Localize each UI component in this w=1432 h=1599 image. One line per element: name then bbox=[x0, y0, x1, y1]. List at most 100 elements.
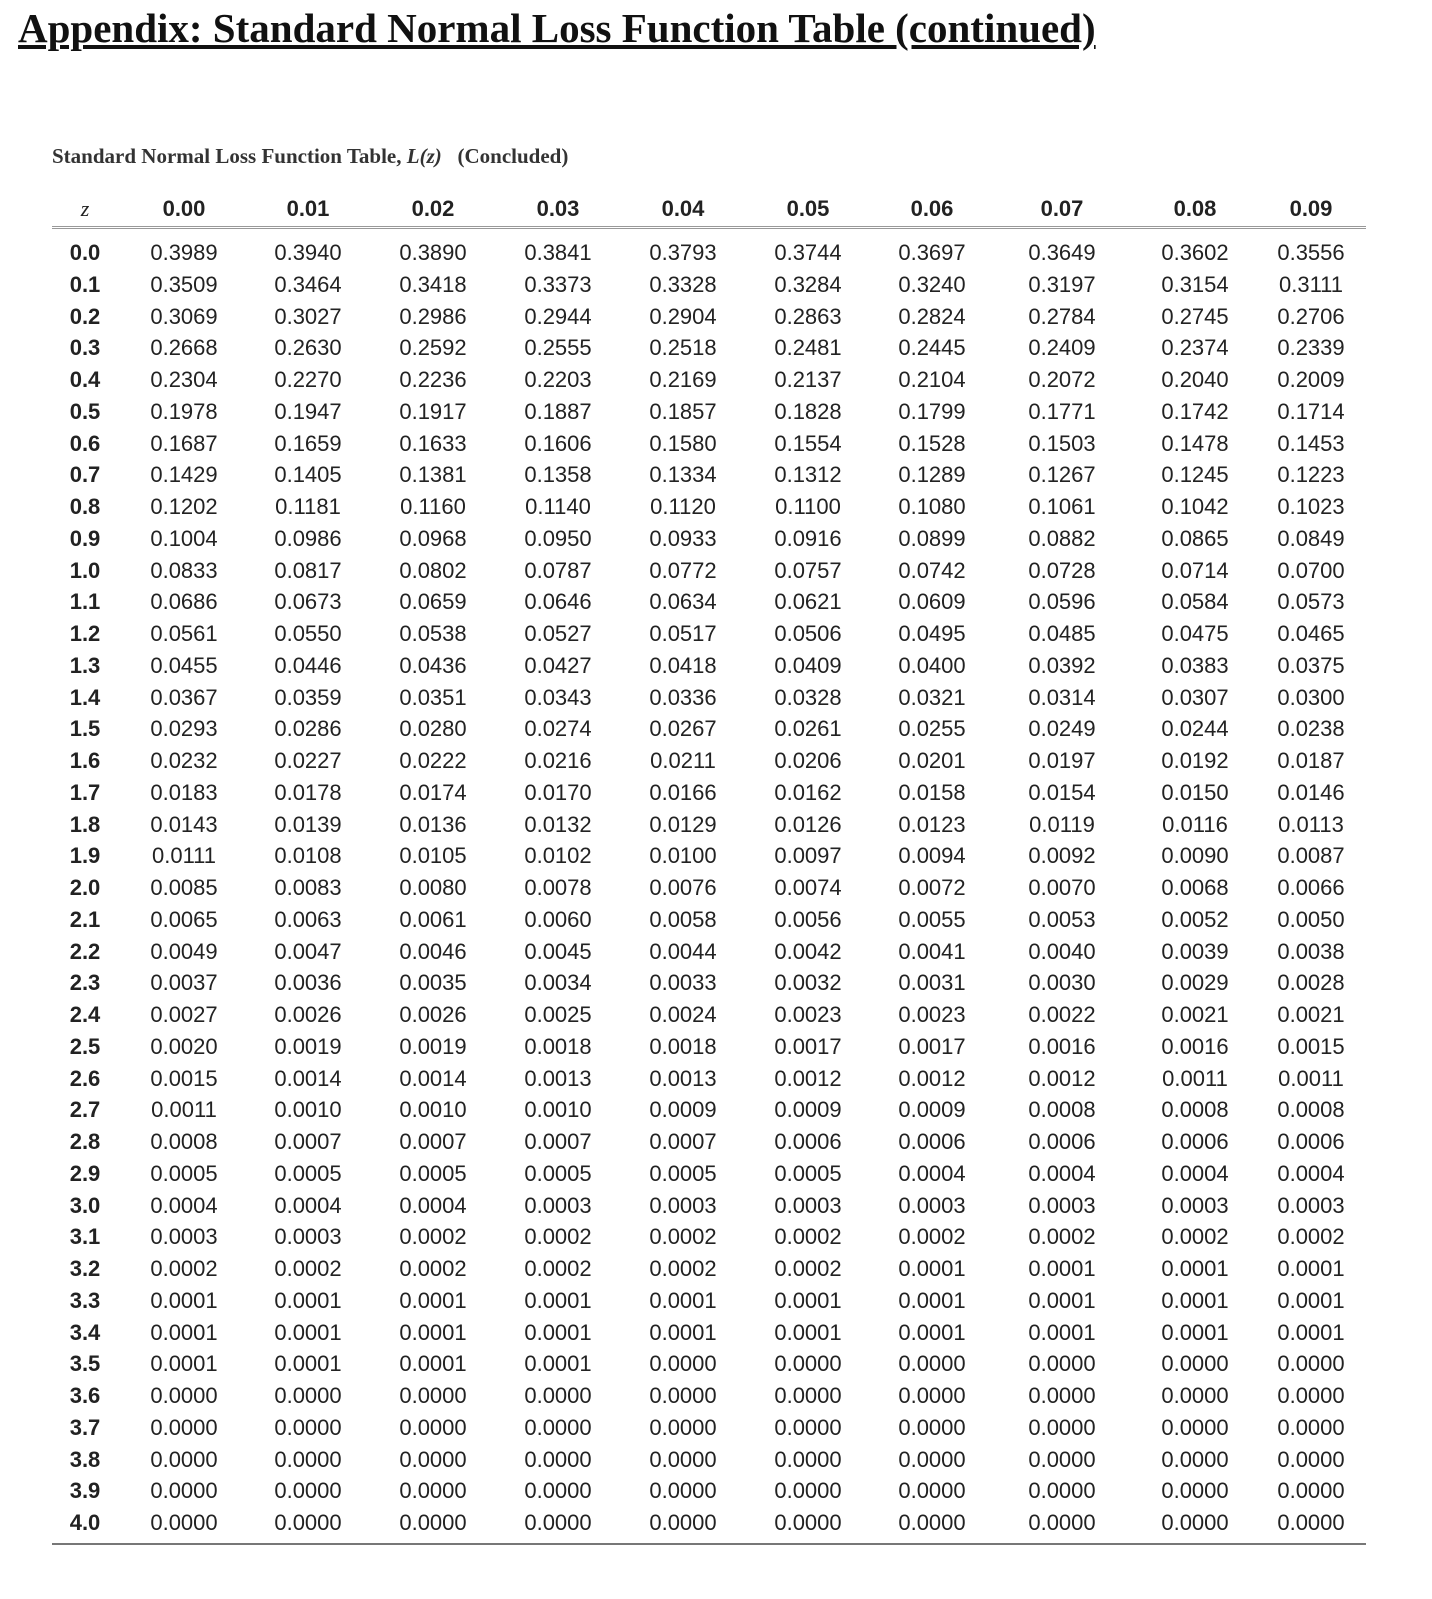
loss-value-cell: 0.0673 bbox=[274, 589, 342, 615]
loss-function-table: z 0.00 0.01 0.02 0.03 0.04 0.05 0.06 0.07 0.08 0.0… bbox=[52, 192, 1366, 1545]
loss-value-cell: 0.0061 bbox=[399, 906, 467, 932]
table-row: 0.5 0.1978 0.1947 0.1917 0.1887 0.1857 0.1828 0… bbox=[52, 396, 1366, 428]
row-z-value: 2.6 bbox=[69, 1065, 101, 1091]
loss-value-cell: 0.1334 bbox=[649, 462, 717, 488]
row-z-value: 0.0 bbox=[69, 240, 101, 265]
loss-value-cell: 0.0000 bbox=[274, 1478, 342, 1504]
loss-value-cell: 0.0261 bbox=[774, 716, 842, 742]
loss-value-cell: 0.0001 bbox=[649, 1287, 717, 1313]
loss-value-cell: 0.0009 bbox=[898, 1097, 966, 1123]
table-row: 1.5 0.0293 0.0286 0.0280 0.0274 0.0267 0.0261 0… bbox=[52, 713, 1366, 745]
loss-value-cell: 0.0314 bbox=[1028, 684, 1096, 710]
loss-value-cell: 0.0882 bbox=[1028, 525, 1096, 551]
loss-value-cell: 0.0005 bbox=[399, 1160, 467, 1186]
loss-value-cell: 0.0002 bbox=[1161, 1224, 1229, 1250]
header-col-0.09: 0.09 bbox=[1289, 196, 1333, 221]
loss-value-cell: 0.0686 bbox=[150, 589, 218, 615]
loss-value-cell: 0.0044 bbox=[649, 938, 717, 964]
loss-value-cell: 0.0400 bbox=[898, 652, 966, 678]
row-z-value: 3.7 bbox=[69, 1414, 101, 1440]
loss-value-cell: 0.0000 bbox=[898, 1510, 966, 1535]
loss-value-cell: 0.0000 bbox=[524, 1383, 592, 1408]
loss-value-cell: 0.1245 bbox=[1161, 462, 1229, 488]
loss-value-cell: 0.2904 bbox=[649, 303, 717, 329]
loss-value-cell: 0.0000 bbox=[399, 1414, 467, 1440]
loss-value-cell: 0.0000 bbox=[524, 1414, 592, 1440]
loss-value-cell: 0.0000 bbox=[524, 1446, 592, 1472]
loss-value-cell: 0.0343 bbox=[524, 684, 592, 710]
row-z-value: 3.8 bbox=[69, 1446, 101, 1472]
loss-value-cell: 0.1289 bbox=[898, 462, 966, 488]
loss-value-cell: 0.0006 bbox=[898, 1129, 966, 1154]
loss-value-cell: 0.0000 bbox=[649, 1478, 717, 1504]
loss-value-cell: 0.0001 bbox=[399, 1287, 467, 1313]
row-z-value: 3.1 bbox=[69, 1224, 101, 1250]
loss-value-cell: 0.0046 bbox=[399, 938, 467, 964]
loss-value-cell: 0.0100 bbox=[649, 843, 717, 869]
row-z-value: 3.3 bbox=[69, 1287, 101, 1313]
loss-value-cell: 0.0000 bbox=[1028, 1446, 1096, 1472]
loss-value-cell: 0.1857 bbox=[649, 398, 717, 424]
loss-value-cell: 0.0170 bbox=[524, 779, 592, 805]
row-z-value: 0.9 bbox=[69, 525, 101, 551]
loss-value-cell: 0.1714 bbox=[1277, 398, 1345, 424]
loss-value-cell: 0.0001 bbox=[524, 1351, 592, 1377]
row-z-value: 1.9 bbox=[69, 843, 101, 869]
loss-value-cell: 0.0105 bbox=[399, 843, 467, 869]
loss-value-cell: 0.0550 bbox=[274, 621, 342, 646]
loss-value-cell: 0.0000 bbox=[524, 1478, 592, 1504]
loss-value-cell: 0.1799 bbox=[898, 398, 966, 424]
loss-value-cell: 0.2270 bbox=[274, 367, 342, 392]
loss-value-cell: 0.0011 bbox=[1162, 1065, 1228, 1091]
loss-value-cell: 0.0123 bbox=[898, 811, 966, 837]
loss-value-cell: 0.3154 bbox=[1161, 271, 1229, 297]
loss-value-cell: 0.0700 bbox=[1277, 557, 1345, 583]
loss-value-cell: 0.2203 bbox=[524, 367, 592, 392]
loss-value-cell: 0.1202 bbox=[150, 494, 218, 519]
loss-value-cell: 0.0162 bbox=[774, 779, 842, 805]
loss-value-cell: 0.1503 bbox=[1028, 430, 1096, 456]
loss-value-cell: 0.0056 bbox=[774, 906, 842, 932]
loss-value-cell: 0.0020 bbox=[150, 1033, 218, 1059]
loss-value-cell: 0.0197 bbox=[1028, 748, 1096, 773]
loss-value-cell: 0.0004 bbox=[1277, 1160, 1345, 1186]
loss-value-cell: 0.0012 bbox=[1028, 1065, 1096, 1091]
loss-value-cell: 0.2555 bbox=[524, 335, 592, 361]
loss-value-cell: 0.0002 bbox=[649, 1224, 717, 1250]
row-z-value: 2.2 bbox=[69, 938, 101, 964]
loss-value-cell: 0.1181 bbox=[275, 494, 341, 519]
loss-value-cell: 0.0002 bbox=[524, 1256, 592, 1281]
row-z-value: 2.7 bbox=[69, 1097, 101, 1123]
loss-value-cell: 0.0005 bbox=[150, 1160, 218, 1186]
loss-value-cell: 0.0021 bbox=[1161, 1002, 1229, 1027]
loss-value-cell: 0.0000 bbox=[774, 1383, 842, 1408]
loss-value-cell: 0.0000 bbox=[1028, 1478, 1096, 1504]
loss-value-cell: 0.0076 bbox=[649, 875, 717, 900]
loss-value-cell: 0.0094 bbox=[898, 843, 966, 869]
loss-value-cell: 0.0001 bbox=[1028, 1256, 1096, 1281]
loss-value-cell: 0.0003 bbox=[649, 1192, 717, 1218]
loss-value-cell: 0.0040 bbox=[1028, 938, 1096, 964]
loss-value-cell: 0.0596 bbox=[1028, 589, 1096, 615]
loss-value-cell: 0.0933 bbox=[649, 525, 717, 551]
row-z-value: 0.7 bbox=[69, 462, 101, 488]
row-z-value: 1.7 bbox=[69, 779, 101, 805]
loss-value-cell: 0.0003 bbox=[898, 1192, 966, 1218]
loss-value-cell: 0.0083 bbox=[274, 875, 342, 900]
loss-value-cell: 0.0757 bbox=[774, 557, 842, 583]
table-row: 3.0 0.0004 0.0004 0.0004 0.0003 0.0003 0.0003 0… bbox=[52, 1190, 1366, 1222]
table-caption: Standard Normal Loss Function Table, L(z… bbox=[52, 144, 568, 169]
loss-value-cell: 0.0126 bbox=[774, 811, 842, 837]
loss-value-cell: 0.0833 bbox=[150, 557, 218, 583]
loss-value-cell: 0.0150 bbox=[1161, 779, 1229, 805]
loss-value-cell: 0.1887 bbox=[524, 398, 592, 424]
table-row: 1.8 0.0143 0.0139 0.0136 0.0132 0.0129 0.0126 0… bbox=[52, 809, 1366, 841]
loss-value-cell: 0.0058 bbox=[649, 906, 717, 932]
loss-value-cell: 0.0001 bbox=[399, 1319, 467, 1345]
table-row: 1.7 0.0183 0.0178 0.0174 0.0170 0.0166 0.0162 0… bbox=[52, 777, 1366, 809]
loss-value-cell: 0.0001 bbox=[1028, 1319, 1096, 1345]
loss-value-cell: 0.0714 bbox=[1161, 557, 1229, 583]
loss-value-cell: 0.0011 bbox=[151, 1097, 217, 1123]
loss-value-cell: 0.0222 bbox=[399, 748, 467, 773]
loss-value-cell: 0.0000 bbox=[1161, 1478, 1229, 1504]
